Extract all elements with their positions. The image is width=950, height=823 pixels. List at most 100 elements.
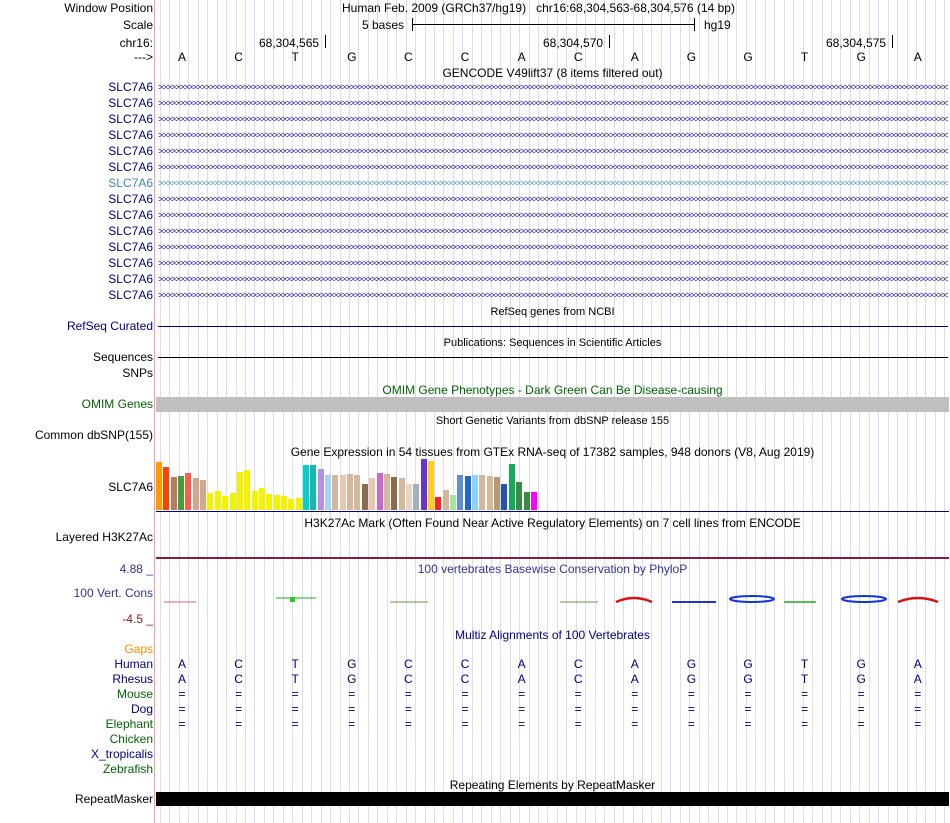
gtex-tissue-bar[interactable]	[472, 475, 479, 510]
gtex-tissue-bar[interactable]	[486, 476, 493, 510]
publications-track-label[interactable]: Sequences	[92, 350, 153, 364]
gtex-tissue-bar[interactable]	[450, 495, 457, 510]
gencode-gene-label[interactable]: SLC7A6	[108, 192, 153, 206]
multiz-species-label[interactable]: Dog	[130, 702, 153, 716]
dbsnp-track-label[interactable]: Common dbSNP(155)	[34, 428, 153, 442]
refseq-feature-line[interactable]	[158, 326, 948, 327]
gencode-gene-label[interactable]: SLC7A6	[108, 96, 153, 110]
gtex-tissue-bar[interactable]	[207, 493, 214, 510]
gtex-tissue-bar[interactable]	[325, 475, 332, 510]
gencode-gene-label[interactable]: SLC7A6	[108, 176, 153, 190]
gtex-tissue-bar[interactable]	[442, 490, 449, 510]
refseq-track-label[interactable]: RefSeq Curated	[66, 319, 153, 333]
gtex-tissue-bar[interactable]	[457, 475, 464, 510]
multiz-species-label[interactable]: Zebrafish	[102, 762, 153, 776]
gtex-tissue-bar[interactable]	[435, 497, 442, 510]
omim-feature-bar[interactable]	[156, 397, 949, 412]
gtex-tissue-bar[interactable]	[163, 467, 170, 510]
gtex-tissue-bar[interactable]	[332, 475, 339, 510]
gtex-tissue-bar[interactable]	[273, 495, 280, 510]
multiz-species-label[interactable]: X_tropicalis	[90, 747, 153, 761]
gtex-tissue-bar[interactable]	[354, 475, 361, 510]
gtex-tissue-bar[interactable]	[244, 470, 251, 510]
gencode-gene-label[interactable]: SLC7A6	[108, 80, 153, 94]
gtex-tissue-bar[interactable]	[200, 480, 207, 510]
gtex-tissue-bar[interactable]	[288, 499, 295, 510]
gtex-tissue-bar[interactable]	[420, 459, 427, 510]
multiz-species-label[interactable]: Mouse	[116, 687, 153, 701]
gtex-tissue-bar[interactable]	[303, 465, 310, 510]
gencode-gene-label[interactable]: SLC7A6	[108, 224, 153, 238]
gtex-tissue-bar[interactable]	[530, 492, 537, 510]
gencode-transcript-feature[interactable]: >>>>>>>>>>>>>>>>>>>>>>>>>>>>>>>>>>>>>>>>…	[158, 130, 948, 140]
gencode-gene-label[interactable]: SLC7A6	[108, 208, 153, 222]
gtex-tissue-bar[interactable]	[383, 474, 390, 510]
gencode-gene-label[interactable]: SLC7A6	[108, 272, 153, 286]
gencode-transcript-feature[interactable]: >>>>>>>>>>>>>>>>>>>>>>>>>>>>>>>>>>>>>>>>…	[158, 146, 948, 156]
snps-label[interactable]: SNPs	[122, 366, 153, 380]
gtex-tissue-bar[interactable]	[391, 477, 398, 510]
gtex-tissue-bar[interactable]	[192, 478, 199, 510]
gtex-tissue-bar[interactable]	[405, 484, 412, 510]
gencode-transcript-feature[interactable]: >>>>>>>>>>>>>>>>>>>>>>>>>>>>>>>>>>>>>>>>…	[158, 258, 948, 268]
gtex-tissue-bar[interactable]	[214, 491, 221, 510]
gtex-tissue-bar[interactable]	[178, 476, 185, 510]
gtex-tissue-bar[interactable]	[317, 469, 324, 510]
gtex-tissue-bar[interactable]	[398, 478, 405, 510]
gaps-label[interactable]: Gaps	[124, 642, 153, 656]
gtex-tissue-bar[interactable]	[229, 493, 236, 510]
gtex-tissue-bar[interactable]	[236, 472, 243, 510]
h3k27ac-signal-line[interactable]	[156, 557, 949, 559]
gtex-tissue-bar[interactable]	[369, 478, 376, 510]
gtex-tissue-bar[interactable]	[413, 484, 420, 510]
gencode-transcript-feature[interactable]: >>>>>>>>>>>>>>>>>>>>>>>>>>>>>>>>>>>>>>>>…	[158, 194, 948, 204]
gencode-transcript-feature[interactable]: >>>>>>>>>>>>>>>>>>>>>>>>>>>>>>>>>>>>>>>>…	[158, 162, 948, 172]
omim-track-label[interactable]: OMIM Genes	[81, 397, 153, 411]
gtex-tissue-bar[interactable]	[427, 461, 434, 510]
gtex-tissue-bar[interactable]	[222, 496, 229, 510]
gtex-tissue-bar[interactable]	[361, 484, 368, 510]
gencode-gene-label[interactable]: SLC7A6	[108, 240, 153, 254]
gencode-transcript-feature[interactable]: >>>>>>>>>>>>>>>>>>>>>>>>>>>>>>>>>>>>>>>>…	[158, 290, 948, 300]
gencode-gene-label[interactable]: SLC7A6	[108, 128, 153, 142]
gencode-transcript-feature[interactable]: >>>>>>>>>>>>>>>>>>>>>>>>>>>>>>>>>>>>>>>>…	[158, 98, 948, 108]
multiz-species-label[interactable]: Human	[114, 657, 153, 671]
gencode-transcript-feature[interactable]: >>>>>>>>>>>>>>>>>>>>>>>>>>>>>>>>>>>>>>>>…	[158, 210, 948, 220]
gtex-tissue-bar[interactable]	[170, 477, 177, 510]
h3k27ac-track-label[interactable]: Layered H3K27Ac	[55, 530, 153, 544]
gtex-tissue-bar[interactable]	[523, 492, 530, 510]
gtex-tissue-bar[interactable]	[464, 476, 471, 510]
repeatmasker-feature-bar[interactable]	[156, 792, 949, 806]
multiz-species-label[interactable]: Chicken	[109, 732, 153, 746]
gencode-gene-label[interactable]: SLC7A6	[108, 112, 153, 126]
publications-feature-line[interactable]	[158, 357, 948, 358]
gtex-tissue-bar[interactable]	[280, 496, 287, 510]
gencode-transcript-feature[interactable]: >>>>>>>>>>>>>>>>>>>>>>>>>>>>>>>>>>>>>>>>…	[158, 226, 948, 236]
repeatmasker-track-label[interactable]: RepeatMasker	[74, 792, 153, 806]
gencode-gene-label[interactable]: SLC7A6	[108, 160, 153, 174]
gencode-transcript-feature[interactable]: >>>>>>>>>>>>>>>>>>>>>>>>>>>>>>>>>>>>>>>>…	[158, 242, 948, 252]
gtex-tissue-bar[interactable]	[295, 498, 302, 510]
gencode-transcript-feature[interactable]: >>>>>>>>>>>>>>>>>>>>>>>>>>>>>>>>>>>>>>>>…	[158, 114, 948, 124]
gtex-tissue-bar[interactable]	[501, 484, 508, 510]
phylop-track-label[interactable]: 100 Vert. Cons	[73, 586, 153, 600]
gtex-track-label[interactable]: SLC7A6	[108, 480, 153, 494]
gencode-gene-label[interactable]: SLC7A6	[108, 256, 153, 270]
gtex-bar-chart[interactable]	[156, 459, 556, 510]
gtex-tissue-bar[interactable]	[479, 475, 486, 510]
gencode-gene-label[interactable]: SLC7A6	[108, 144, 153, 158]
gtex-tissue-bar[interactable]	[376, 473, 383, 510]
gtex-tissue-bar[interactable]	[185, 473, 192, 510]
phylop-logo[interactable]	[156, 590, 950, 606]
gencode-transcript-feature[interactable]: >>>>>>>>>>>>>>>>>>>>>>>>>>>>>>>>>>>>>>>>…	[158, 274, 948, 284]
multiz-species-label[interactable]: Rhesus	[112, 672, 153, 686]
multiz-species-label[interactable]: Elephant	[105, 717, 153, 731]
gtex-tissue-bar[interactable]	[258, 488, 265, 510]
gtex-tissue-bar[interactable]	[508, 464, 515, 510]
gtex-tissue-bar[interactable]	[251, 491, 258, 510]
gtex-tissue-bar[interactable]	[494, 477, 501, 510]
gtex-tissue-bar[interactable]	[339, 475, 346, 510]
gtex-tissue-bar[interactable]	[156, 462, 163, 510]
gencode-transcript-feature[interactable]: >>>>>>>>>>>>>>>>>>>>>>>>>>>>>>>>>>>>>>>>…	[158, 178, 948, 188]
